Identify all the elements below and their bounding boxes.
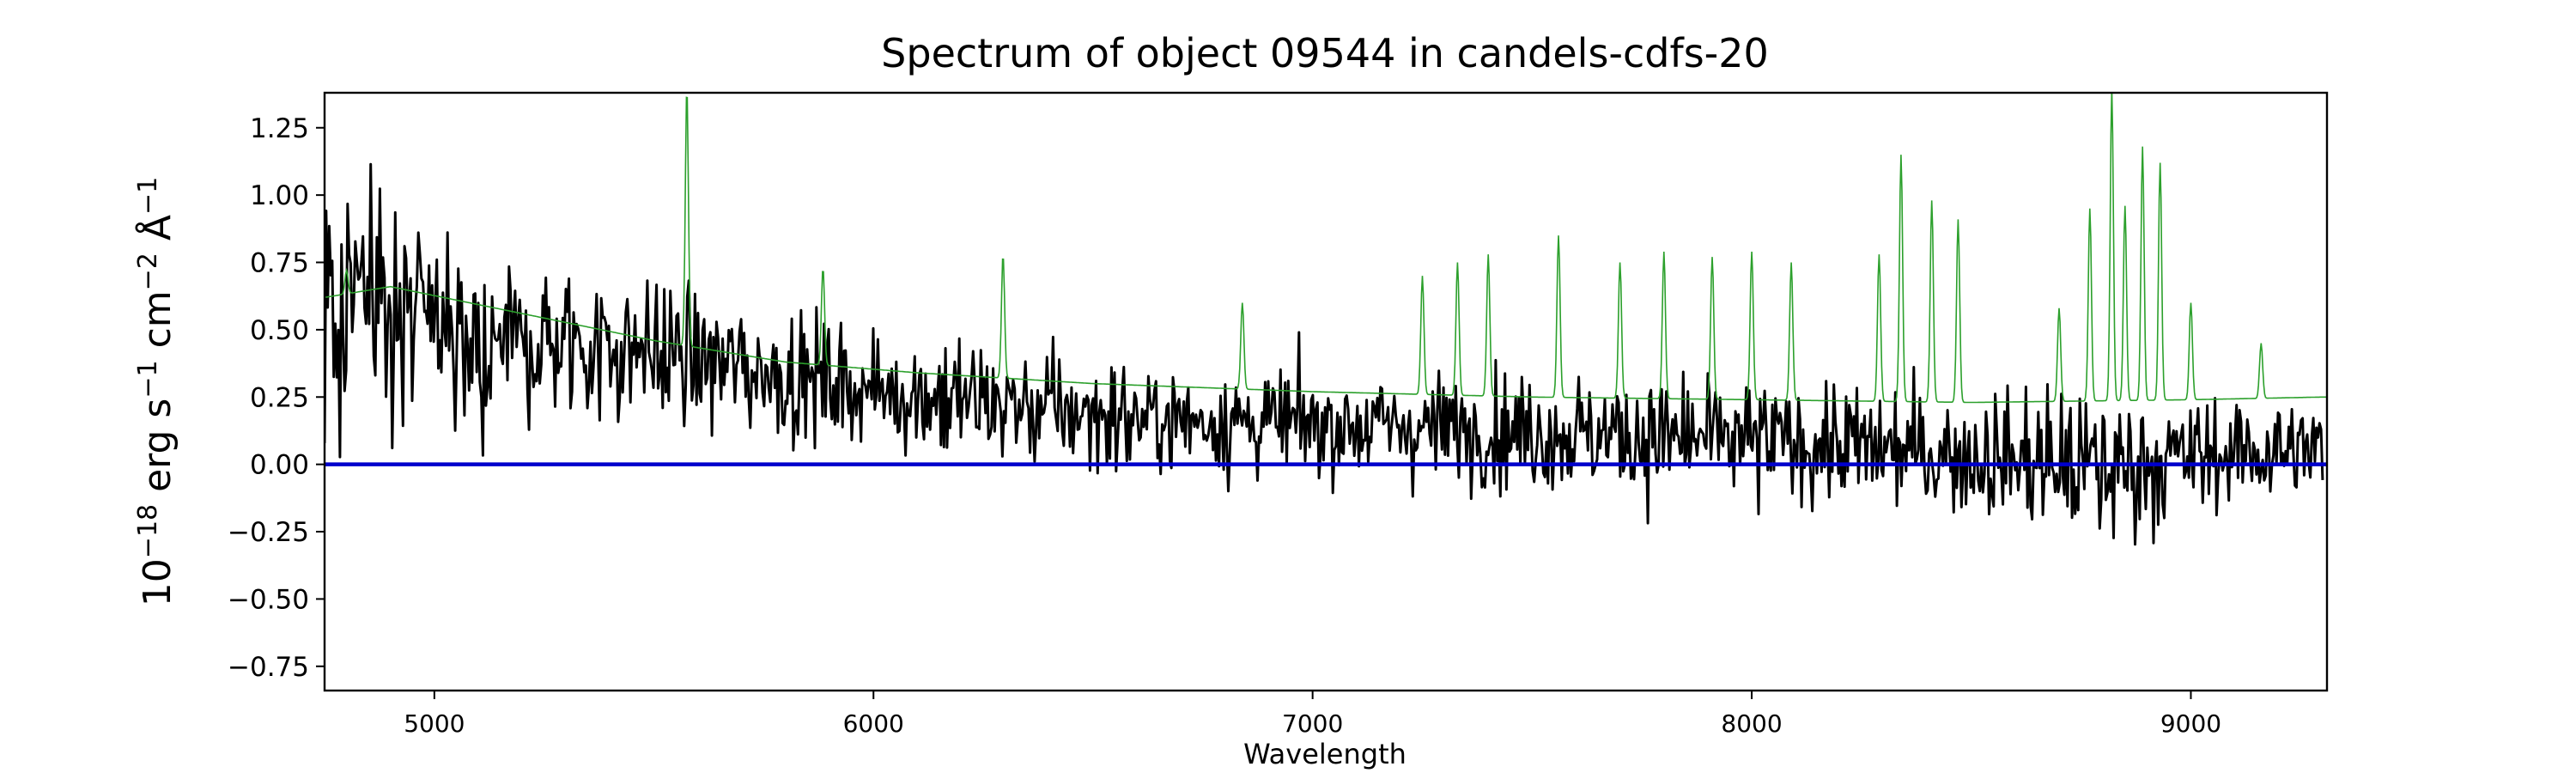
y-label-cm: cm (136, 290, 179, 360)
y-tick-label-8: 1.25 (250, 113, 309, 144)
y-axis-label: 10−18 erg s−1 cm−2 Å−1 (133, 177, 179, 606)
model-spectrum-line (325, 93, 2327, 404)
y-label-exp3: −2 (133, 253, 163, 290)
y-label-erg-s: erg s (136, 399, 179, 504)
x-tick-label-7000: 7000 (1282, 709, 1343, 738)
x-tick-label-5000: 5000 (404, 709, 465, 738)
x-tick-label-8000: 8000 (1721, 709, 1782, 738)
y-tick-label-5: 0.50 (250, 315, 309, 346)
observed-flux-line (325, 162, 2324, 546)
x-tick-label-9000: 9000 (2160, 709, 2221, 738)
y-tick-label-4: 0.25 (250, 382, 309, 413)
x-axis: 5000 6000 7000 8000 9000 (404, 691, 2221, 738)
plot-area (325, 93, 2327, 546)
y-label-exp4: −1 (133, 177, 163, 215)
y-tick-label-1: −0.50 (228, 584, 309, 615)
y-label-base: 10 (136, 558, 179, 606)
y-tick-label-0: −0.75 (228, 652, 309, 683)
y-tick-label-7: 1.00 (250, 180, 309, 211)
y-tick-label-2: −0.25 (228, 517, 309, 548)
plot-frame (323, 91, 2329, 692)
y-tick-label-3: 0.00 (250, 450, 309, 481)
y-axis: −0.75 −0.50 −0.25 0.00 0.25 0.50 0.75 1.00 1.25 (228, 113, 325, 683)
x-tick-label-6000: 6000 (843, 709, 904, 738)
x-axis-label: Wavelength (1243, 738, 1406, 770)
y-label-exp1: −18 (133, 504, 163, 558)
chart-title: Spectrum of object 09544 in candels-cdfs… (881, 30, 1769, 76)
y-label-exp2: −1 (133, 360, 163, 398)
y-tick-label-6: 0.75 (250, 248, 309, 279)
y-label-angstrom: Å (134, 215, 179, 253)
